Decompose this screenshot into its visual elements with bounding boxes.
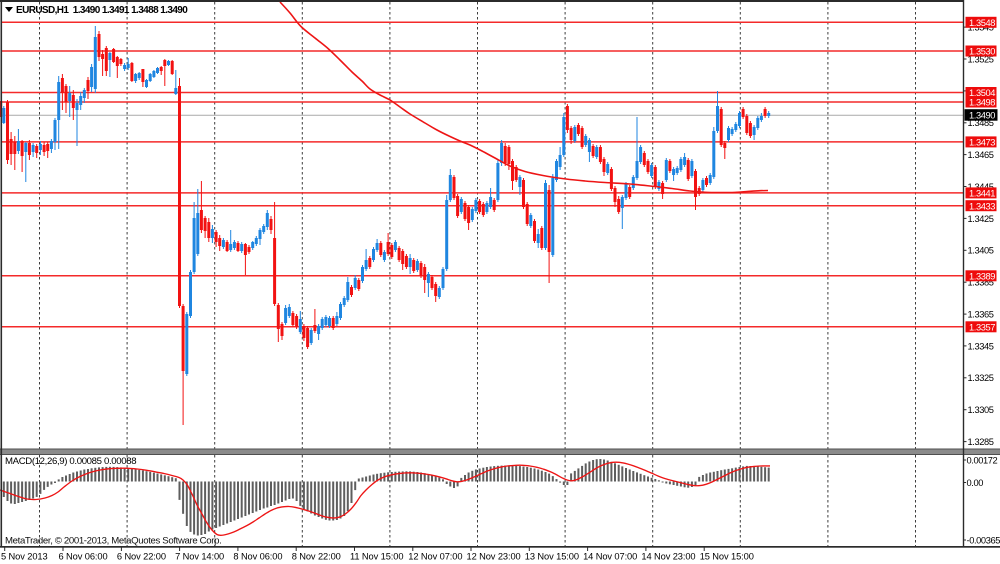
svg-text:1.3385: 1.3385 bbox=[968, 278, 994, 288]
svg-text:6 Nov 22:00: 6 Nov 22:00 bbox=[117, 552, 166, 562]
svg-text:1.3548: 1.3548 bbox=[969, 18, 995, 28]
svg-text:0.00: 0.00 bbox=[967, 478, 984, 488]
svg-text:1.3305: 1.3305 bbox=[968, 405, 994, 415]
svg-text:EURUSD,H1 1.3490 1.3491 1.348: EURUSD,H1 1.3490 1.3491 1.3488 1.3490 bbox=[16, 5, 188, 16]
svg-text:8 Nov 06:00: 8 Nov 06:00 bbox=[233, 552, 282, 562]
svg-text:15 Nov 15:00: 15 Nov 15:00 bbox=[700, 552, 754, 562]
svg-text:1.3345: 1.3345 bbox=[968, 341, 994, 351]
svg-text:1.3325: 1.3325 bbox=[968, 373, 994, 383]
svg-text:1.3285: 1.3285 bbox=[968, 437, 994, 447]
svg-text:1.3365: 1.3365 bbox=[968, 310, 994, 320]
svg-text:6 Nov 06:00: 6 Nov 06:00 bbox=[59, 552, 108, 562]
svg-text:1.3445: 1.3445 bbox=[968, 182, 994, 192]
svg-text:MACD(12,26,9) 0.00085 0.00088: MACD(12,26,9) 0.00085 0.00088 bbox=[5, 456, 136, 467]
svg-text:12 Nov 07:00: 12 Nov 07:00 bbox=[408, 552, 462, 562]
svg-text:-0.00365: -0.00365 bbox=[967, 535, 1000, 545]
svg-text:0.00172: 0.00172 bbox=[967, 455, 998, 465]
svg-text:7 Nov 14:00: 7 Nov 14:00 bbox=[175, 552, 224, 562]
svg-text:1.3433: 1.3433 bbox=[969, 201, 995, 211]
svg-text:1.3498: 1.3498 bbox=[969, 98, 995, 108]
svg-text:1.3405: 1.3405 bbox=[968, 246, 994, 256]
svg-text:1.3357: 1.3357 bbox=[969, 322, 995, 332]
svg-text:1.3485: 1.3485 bbox=[968, 118, 994, 128]
svg-text:14 Nov 07:00: 14 Nov 07:00 bbox=[583, 552, 637, 562]
svg-text:1.3504: 1.3504 bbox=[969, 88, 995, 98]
svg-text:13 Nov 15:00: 13 Nov 15:00 bbox=[525, 552, 579, 562]
svg-text:1.3490: 1.3490 bbox=[969, 110, 995, 120]
svg-text:1.3425: 1.3425 bbox=[968, 214, 994, 224]
svg-text:1.3473: 1.3473 bbox=[969, 138, 995, 148]
svg-text:1.3389: 1.3389 bbox=[969, 271, 995, 281]
svg-text:1.3525: 1.3525 bbox=[968, 54, 994, 64]
svg-text:11 Nov 15:00: 11 Nov 15:00 bbox=[350, 552, 403, 562]
svg-text:8 Nov 22:00: 8 Nov 22:00 bbox=[292, 552, 341, 562]
svg-text:5 Nov 2013: 5 Nov 2013 bbox=[1, 552, 48, 562]
svg-text:14 Nov 23:00: 14 Nov 23:00 bbox=[641, 552, 695, 562]
svg-text:12 Nov 23:00: 12 Nov 23:00 bbox=[467, 552, 521, 562]
svg-text:1.3530: 1.3530 bbox=[969, 47, 995, 57]
svg-text:1.3465: 1.3465 bbox=[968, 150, 994, 160]
svg-text:MetaTrader, © 2001-2013, MetaQ: MetaTrader, © 2001-2013, MetaQuotes Soft… bbox=[5, 536, 221, 547]
svg-text:1.3441: 1.3441 bbox=[969, 189, 995, 199]
